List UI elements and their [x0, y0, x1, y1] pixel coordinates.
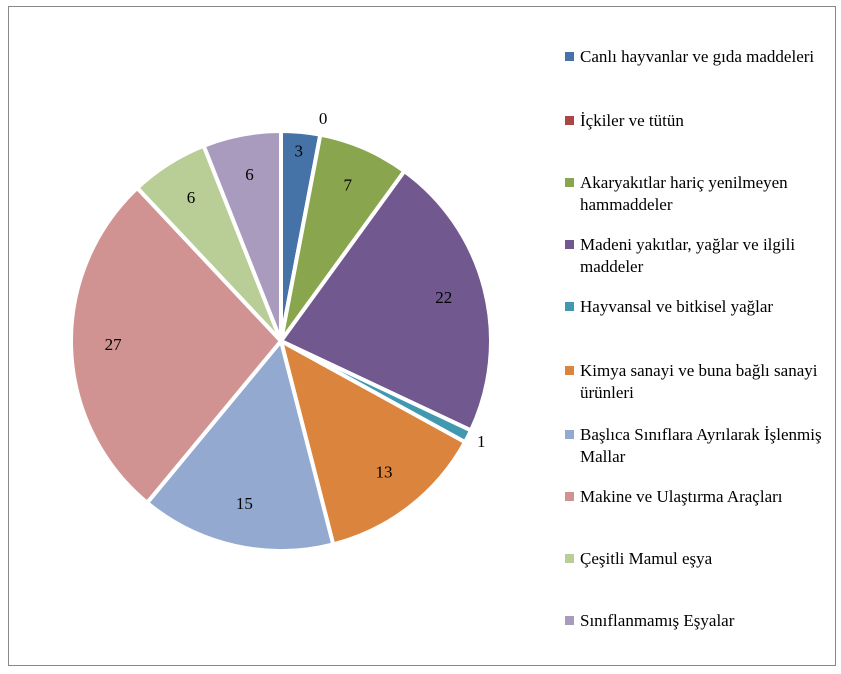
legend-swatch — [565, 616, 574, 625]
legend-label: Makine ve Ulaştırma Araçları — [580, 487, 783, 506]
chart-frame — [8, 6, 836, 666]
data-label: 6 — [187, 188, 196, 207]
legend-label: Başlıca Sınıflara Ayrılarak İşlenmiş Mal… — [580, 425, 822, 466]
legend-label: Çeşitli Mamul eşya — [580, 549, 713, 568]
legend-entry: Canlı hayvanlar ve gıda maddeleri — [565, 46, 827, 68]
data-label: 7 — [343, 176, 352, 195]
legend-entry: İçkiler ve tütün — [565, 110, 827, 132]
legend-entry: Çeşitli Mamul eşya — [565, 548, 827, 570]
legend-label: Madeni yakıtlar, yağlar ve ilgili maddel… — [580, 235, 796, 276]
data-label: 6 — [245, 165, 254, 184]
data-label: 3 — [295, 142, 304, 161]
pie-slice — [277, 337, 468, 547]
legend-entry: Akaryakıtlar hariç yenilmeyen hammaddele… — [565, 172, 827, 216]
legend-label: Kimya sanayi ve buna bağlı sanayi ürünle… — [580, 361, 818, 402]
legend-entry: Madeni yakıtlar, yağlar ve ilgili maddel… — [565, 234, 827, 278]
legend-entry: Sınıflanmamış Eşyalar — [565, 610, 827, 632]
legend-swatch — [565, 240, 574, 249]
data-label: 1 — [477, 432, 486, 451]
legend-entry: Makine ve Ulaştırma Araçları — [565, 486, 827, 508]
data-label: 15 — [236, 494, 253, 513]
data-label: 27 — [105, 335, 123, 354]
pie-slice — [69, 185, 284, 506]
legend-swatch — [565, 116, 574, 125]
legend-entry: Kimya sanayi ve buna bağlı sanayi ürünle… — [565, 360, 827, 404]
legend-swatch — [565, 430, 574, 439]
legend-swatch — [565, 366, 574, 375]
legend-label: Hayvansal ve bitkisel yağlar — [580, 297, 774, 316]
legend-entry: Hayvansal ve bitkisel yağlar — [565, 296, 827, 318]
pie-slice — [201, 128, 283, 342]
legend-swatch — [565, 302, 574, 311]
legend-swatch — [565, 52, 574, 61]
legend-swatch — [565, 178, 574, 187]
data-label: 22 — [435, 288, 452, 307]
pie-slice — [144, 336, 336, 553]
legend-label: Sınıflanmamış Eşyalar — [580, 611, 735, 630]
legend-entry: Başlıca Sınıflara Ayrılarak İşlenmiş Mal… — [565, 424, 827, 468]
legend-label: Akaryakıtlar hariç yenilmeyen hammaddele… — [580, 173, 788, 214]
legend-swatch — [565, 554, 574, 563]
data-label: 13 — [375, 463, 392, 482]
data-label: 0 — [319, 109, 328, 128]
legend-label: İçkiler ve tütün — [580, 111, 684, 130]
legend-label: Canlı hayvanlar ve gıda maddeleri — [580, 47, 815, 66]
legend-swatch — [565, 492, 574, 501]
